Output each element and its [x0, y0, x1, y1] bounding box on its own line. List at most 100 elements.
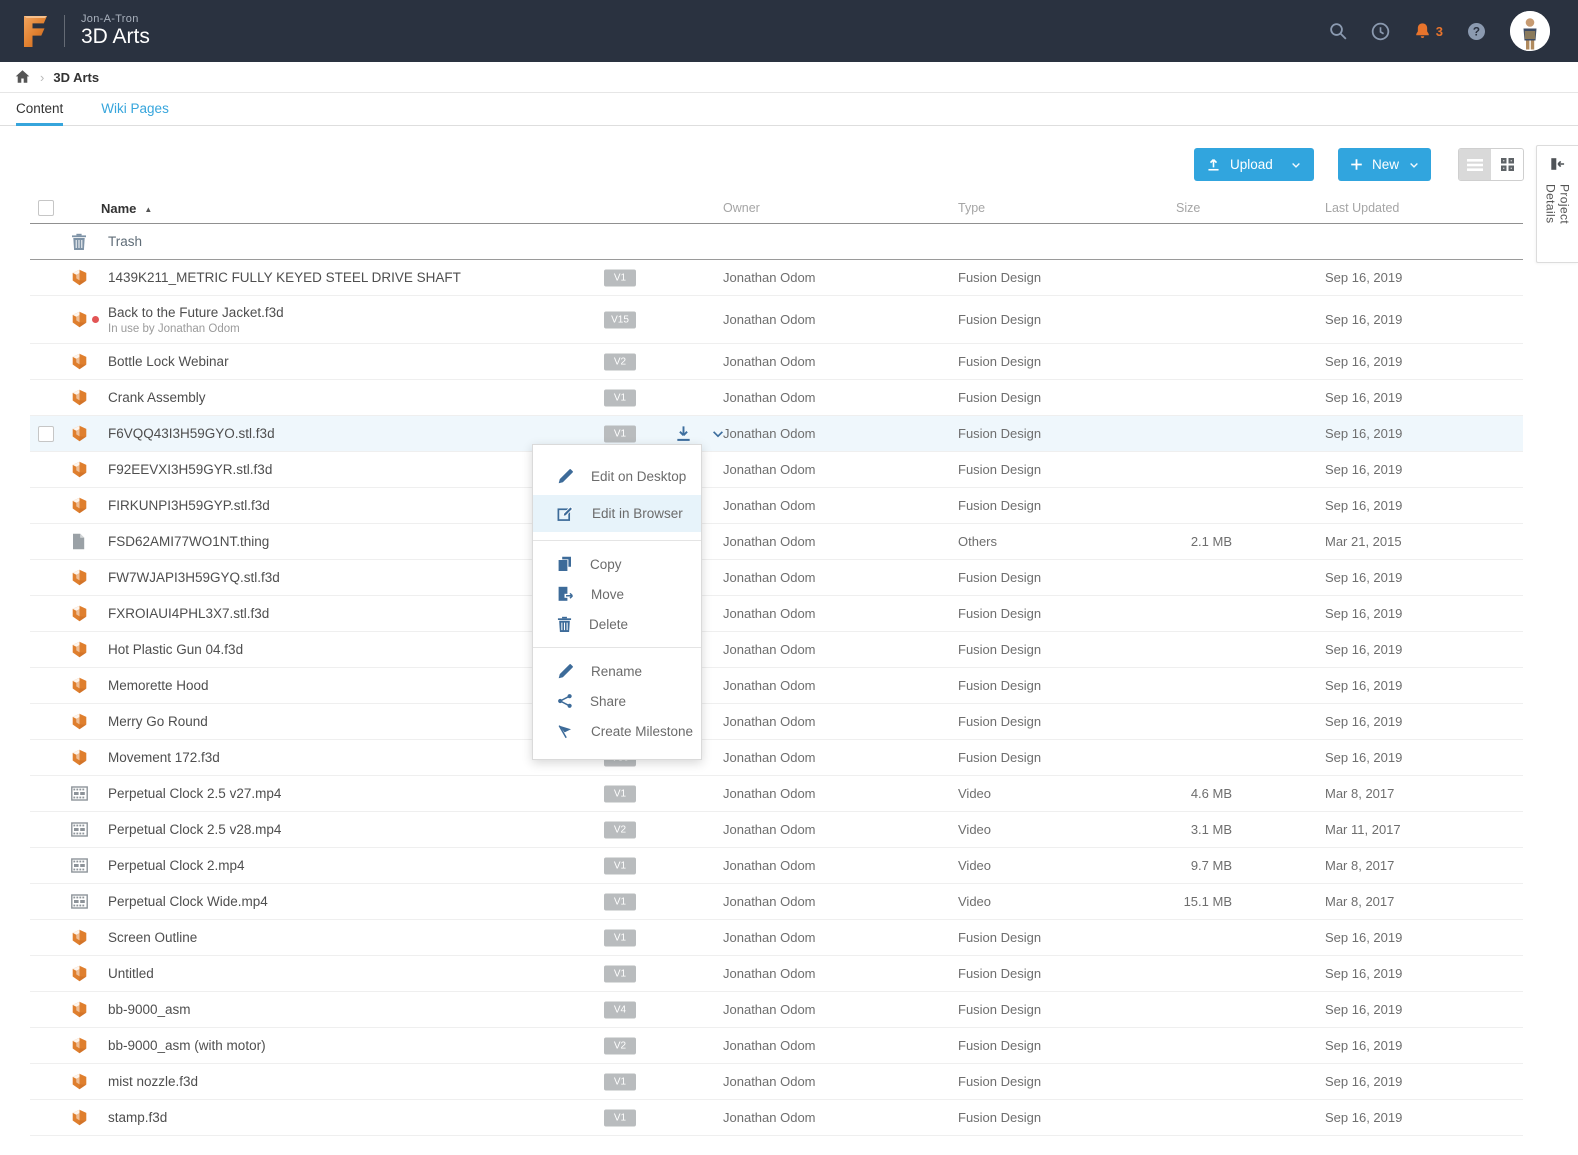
- file-name: Merry Go Round: [108, 714, 208, 729]
- last-updated-cell: Sep 16, 2019: [1325, 312, 1403, 327]
- file-name: bb-9000_asm: [108, 1002, 191, 1017]
- file-name: Memorette Hood: [108, 678, 209, 693]
- last-updated-cell: Sep 16, 2019: [1325, 1074, 1403, 1089]
- menu-separator: [533, 540, 701, 541]
- column-header-type[interactable]: Type: [958, 200, 986, 215]
- last-updated-cell: Sep 16, 2019: [1325, 270, 1403, 285]
- file-name: stamp.f3d: [108, 1110, 168, 1125]
- help-icon[interactable]: ?: [1467, 22, 1486, 41]
- last-updated-cell: Sep 16, 2019: [1325, 750, 1403, 765]
- file-name: Screen Outline: [108, 930, 198, 945]
- menu-item-edit-in-browser[interactable]: Edit in Browser: [533, 495, 701, 532]
- table-row[interactable]: Hot Plastic Gun 04.f3d Jonathan Odom Fusio…: [30, 632, 1523, 668]
- menu-item-rename[interactable]: Rename: [533, 656, 701, 686]
- table-row[interactable]: stamp.f3d V1 Jonathan Odom Fusion Design Sep…: [30, 1100, 1523, 1136]
- table-row[interactable]: FSD62AMI77WO1NT.thing Jonathan Odom Others…: [30, 524, 1523, 560]
- column-header-last-updated[interactable]: Last Updated: [1325, 200, 1400, 215]
- column-header-owner[interactable]: Owner: [723, 200, 760, 215]
- tab-content[interactable]: Content: [16, 93, 64, 126]
- trash-row[interactable]: Trash: [30, 224, 1523, 260]
- menu-item-share[interactable]: Share: [533, 686, 701, 716]
- upload-button[interactable]: Upload: [1194, 148, 1314, 181]
- menu-item-move[interactable]: Move: [533, 579, 701, 609]
- type-cell: Fusion Design: [958, 606, 1042, 621]
- chevron-down-icon[interactable]: [1408, 159, 1420, 171]
- table-row[interactable]: Screen Outline V1 Jonathan Odom Fusion Desi…: [30, 920, 1523, 956]
- table-row[interactable]: 1439K211_METRIC FULLY KEYED STEEL DRIVE …: [30, 260, 1523, 296]
- table-row[interactable]: FXROIAUI4PHL3X7.stl.f3d Jonathan Odom Fusi…: [30, 596, 1523, 632]
- table-row[interactable]: Crank Assembly V1 Jonathan Odom Fusion Desi…: [30, 380, 1523, 416]
- tab-wiki-pages[interactable]: Wiki Pages: [101, 101, 169, 116]
- avatar[interactable]: [1510, 11, 1550, 51]
- row-actions-chevron[interactable]: [711, 427, 725, 441]
- table-row[interactable]: Memorette Hood Jonathan Odom Fusion Design…: [30, 668, 1523, 704]
- menu-item-delete[interactable]: Delete: [533, 609, 701, 639]
- table-row[interactable]: Merry Go Round Jonathan Odom Fusion Design…: [30, 704, 1523, 740]
- menu-item-copy[interactable]: Copy: [533, 549, 701, 579]
- file-size: 2.1 MB: [1190, 534, 1232, 549]
- column-header-size[interactable]: Size: [1176, 200, 1201, 215]
- plus-icon: [1350, 158, 1363, 171]
- owner-cell: Jonathan Odom: [723, 426, 816, 441]
- owner-cell: Jonathan Odom: [723, 930, 816, 945]
- name-cell: Trash: [30, 224, 723, 259]
- type-cell: Fusion Design: [958, 678, 1042, 693]
- context-menu-group: Copy Move Delete: [533, 549, 701, 639]
- file-name: Bottle Lock Webinar: [108, 354, 229, 369]
- notifications-bell-icon[interactable]: 3: [1414, 22, 1443, 40]
- last-updated-cell: Sep 16, 2019: [1325, 390, 1403, 405]
- download-button[interactable]: [675, 425, 692, 442]
- table-row[interactable]: bb-9000_asm (with motor) V2 Jonathan Odom F…: [30, 1028, 1523, 1064]
- table-row[interactable]: Back to the Future Jacket.f3d In use by J…: [30, 296, 1523, 344]
- last-updated-cell: Sep 16, 2019: [1325, 930, 1403, 945]
- breadcrumb-current[interactable]: 3D Arts: [53, 69, 100, 85]
- table-row[interactable]: Untitled V1 Jonathan Odom Fusion Design Sep …: [30, 956, 1523, 992]
- file-name: Perpetual Clock 2.mp4: [108, 858, 245, 873]
- file-name: Perpetual Clock Wide.mp4: [108, 894, 268, 909]
- chevron-down-icon[interactable]: [1290, 159, 1302, 171]
- design-icon: [71, 749, 88, 766]
- expand-panel-icon: [1549, 156, 1566, 172]
- menu-separator: [533, 647, 701, 648]
- owner-cell: Jonathan Odom: [723, 1002, 816, 1017]
- table-row[interactable]: FIRKUNPI3H59GYP.stl.f3d Jonathan Odom Fusi…: [30, 488, 1523, 524]
- table-row[interactable]: FW7WJAPI3H59GYQ.stl.f3d Jonathan Odom Fusi…: [30, 560, 1523, 596]
- table-row[interactable]: Perpetual Clock Wide.mp4 V1 Jonathan Odom V…: [30, 884, 1523, 920]
- table-row[interactable]: bb-9000_asm V4 Jonathan Odom Fusion Design S…: [30, 992, 1523, 1028]
- file-name: Untitled: [108, 966, 154, 981]
- table-row[interactable]: Perpetual Clock 2.mp4 V1 Jonathan Odom Vide…: [30, 848, 1523, 884]
- version-badge: V1: [604, 425, 636, 442]
- file-size: 15.1 MB: [1183, 894, 1232, 909]
- type-cell: Fusion Design: [958, 1074, 1042, 1089]
- size-cell: 9.7 MB: [1148, 858, 1313, 873]
- type-cell: Fusion Design: [958, 1110, 1042, 1125]
- project-details-tab[interactable]: Project Details: [1536, 145, 1578, 263]
- table-row[interactable]: Bottle Lock Webinar V2 Jonathan Odom Fusion…: [30, 344, 1523, 380]
- flag-icon: [557, 723, 574, 739]
- select-all-checkbox[interactable]: [38, 200, 54, 216]
- row-checkbox[interactable]: [38, 425, 54, 442]
- column-header-name[interactable]: Name ▲: [101, 201, 153, 216]
- owner-cell: Jonathan Odom: [723, 894, 816, 909]
- table-row[interactable]: Perpetual Clock 2.5 v28.mp4 V2 Jonathan Od…: [30, 812, 1523, 848]
- fusion-logo-icon[interactable]: [20, 14, 50, 48]
- grid-view-icon[interactable]: [1491, 149, 1523, 180]
- in-use-indicator: [92, 316, 99, 323]
- history-icon[interactable]: [1371, 22, 1390, 41]
- table-row[interactable]: Perpetual Clock 2.5 v27.mp4 V1 Jonathan Od…: [30, 776, 1523, 812]
- file-status-subtext: In use by Jonathan Odom: [108, 322, 240, 335]
- menu-item-edit-on-desktop[interactable]: Edit on Desktop: [533, 458, 701, 495]
- video-icon: [71, 822, 88, 837]
- table-row[interactable]: F6VQQ43I3H59GYO.stl.f3d V1 Jonathan Odom Fu…: [30, 416, 1523, 452]
- menu-item-create-milestone[interactable]: Create Milestone: [533, 716, 701, 746]
- home-icon[interactable]: [14, 69, 31, 85]
- list-view-icon[interactable]: [1459, 149, 1491, 180]
- search-icon[interactable]: [1329, 22, 1347, 40]
- table-row[interactable]: mist nozzle.f3d V1 Jonathan Odom Fusion Des…: [30, 1064, 1523, 1100]
- size-cell: 2.1 MB: [1148, 534, 1313, 549]
- file-name: Perpetual Clock 2.5 v28.mp4: [108, 822, 282, 837]
- table-row[interactable]: F92EEVXI3H59GYR.stl.f3d Jonathan Odom Fusi…: [30, 452, 1523, 488]
- type-cell: Fusion Design: [958, 930, 1042, 945]
- new-button[interactable]: New: [1338, 148, 1431, 181]
